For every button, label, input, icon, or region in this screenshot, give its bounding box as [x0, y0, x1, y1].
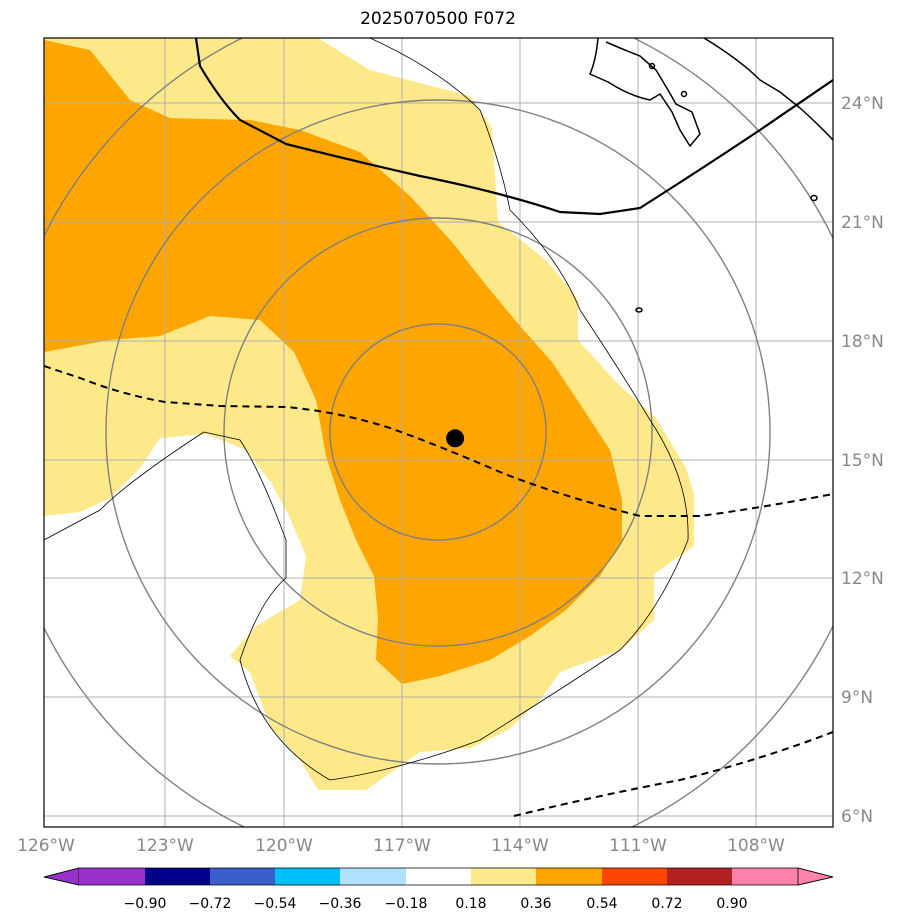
colorbar-tick-label: −0.90 [124, 896, 167, 912]
colorbar-outline [43, 867, 834, 886]
shading-mid [44, 40, 622, 684]
colorbar-extend-low [43, 867, 80, 886]
lat-label: 15°N [841, 451, 884, 471]
lon-label: 126°W [17, 836, 75, 856]
colorbar-segment [275, 868, 340, 885]
colorbar-segment [210, 868, 275, 885]
lat-label: 6°N [841, 807, 873, 827]
colorbar-segment [79, 868, 145, 885]
colorbar-segment [471, 868, 536, 885]
lat-label: 21°N [841, 213, 884, 233]
lat-tick-labels: 24°N 21°N 18°N 15°N 12°N 9°N 6°N [841, 94, 884, 827]
colorbar-tick-label: 0.54 [586, 896, 617, 912]
lon-label: 120°W [255, 836, 313, 856]
coastline [589, 38, 833, 313]
lon-label: 117°W [373, 836, 431, 856]
colorbar-segment [667, 868, 732, 885]
map-title: 2025070500 F072 [360, 9, 516, 29]
lon-label: 111°W [609, 836, 667, 856]
map-frame [43, 37, 834, 828]
range-ring-2 [223, 217, 653, 647]
range-rings [44, 38, 833, 827]
graticule [44, 38, 833, 827]
colorbar: −0.90 −0.72 −0.54 −0.36 −0.18 0.18 0.36 … [43, 867, 834, 912]
map-plot-area [44, 38, 833, 827]
colorbar-tick-label: −0.72 [189, 896, 232, 912]
lat-label: 24°N [841, 94, 884, 114]
colorbar-tick-label: 0.90 [716, 896, 747, 912]
storm-center-marker [446, 429, 465, 448]
contour-dashed [44, 365, 833, 817]
colorbar-segment [340, 868, 406, 885]
colorbar-segment [406, 868, 471, 885]
lon-tick-labels: 126°W 123°W 120°W 117°W 114°W 111°W 108°… [17, 836, 785, 856]
lon-label: 114°W [491, 836, 549, 856]
colorbar-tick-label: 0.72 [651, 896, 682, 912]
colorbar-segment [536, 868, 602, 885]
colorbar-segment [732, 868, 798, 885]
lon-label: 123°W [136, 836, 194, 856]
colorbar-tick-label: −0.36 [319, 896, 362, 912]
colorbar-tick-label: −0.54 [254, 896, 297, 912]
contour-solid [194, 38, 833, 216]
lat-label: 9°N [841, 688, 873, 708]
colorbar-extend-high [797, 867, 834, 886]
lon-label: 108°W [727, 836, 785, 856]
colorbar-segment [602, 868, 667, 885]
contour-thin [44, 38, 689, 781]
range-ring-3 [105, 99, 771, 765]
colorbar-tick-label: 0.18 [455, 896, 486, 912]
range-ring-1 [329, 323, 547, 541]
colorbar-tick-label: 0.36 [520, 896, 551, 912]
lat-label: 12°N [841, 569, 884, 589]
colorbar-segment [145, 868, 210, 885]
colorbar-tick-label: −0.18 [385, 896, 428, 912]
lat-label: 18°N [841, 332, 884, 352]
